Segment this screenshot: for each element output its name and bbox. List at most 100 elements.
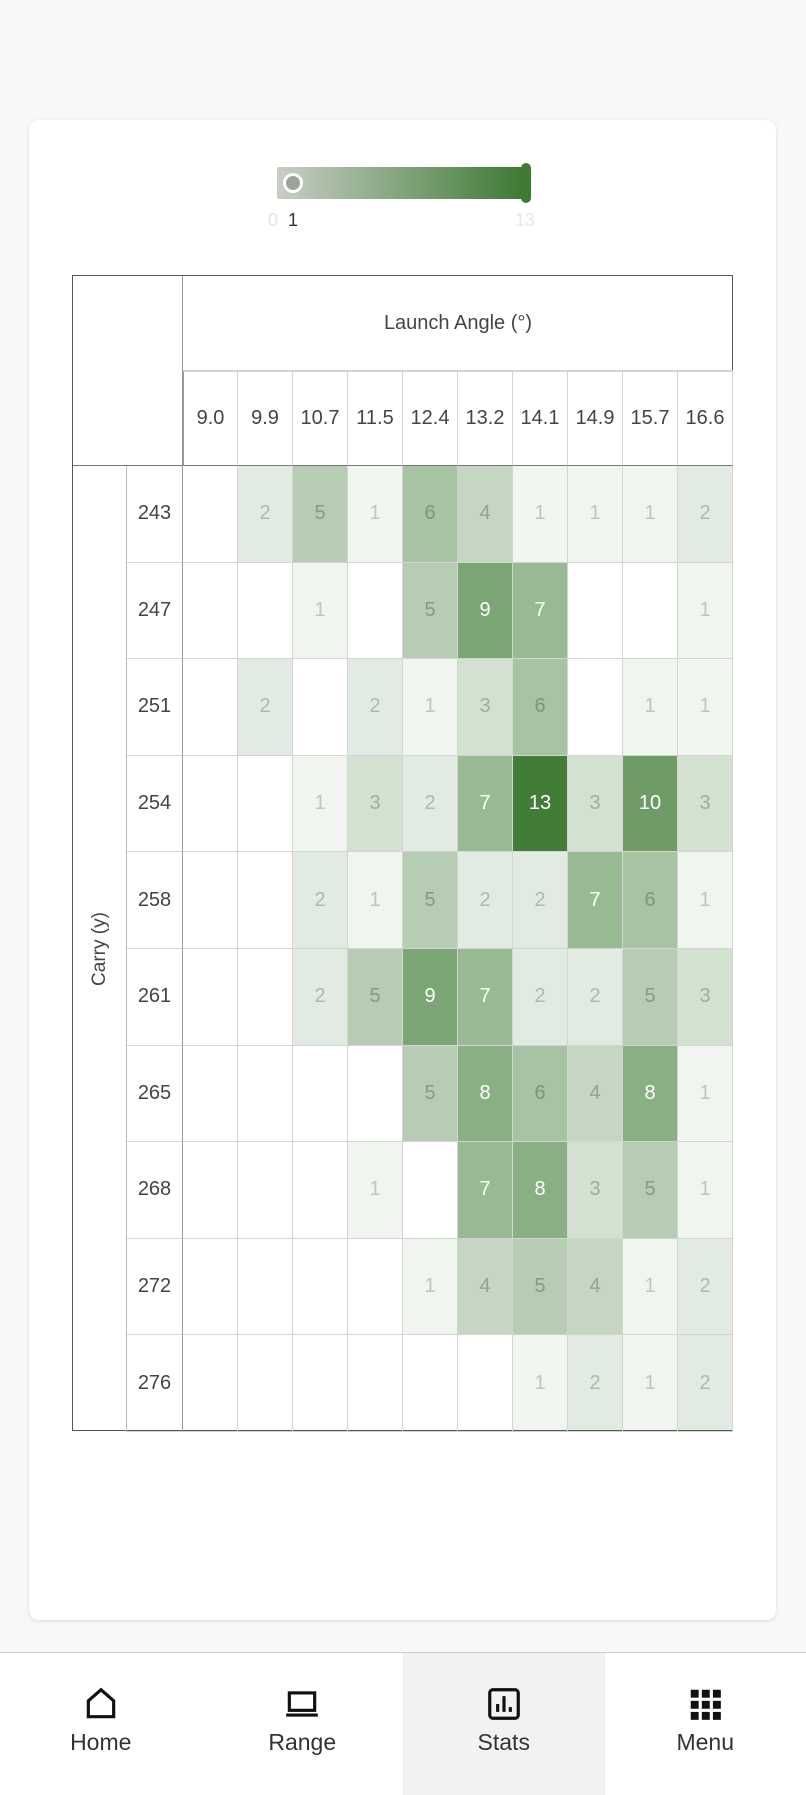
heatmap-cell[interactable]: 1 bbox=[348, 852, 403, 949]
heatmap-cell[interactable]: 6 bbox=[623, 852, 678, 949]
heatmap-cell[interactable] bbox=[293, 1335, 348, 1432]
heatmap-cell[interactable]: 2 bbox=[568, 949, 623, 1046]
heatmap-cell[interactable]: 1 bbox=[623, 1238, 678, 1336]
heatmap-cell[interactable]: 1 bbox=[403, 1238, 458, 1336]
heatmap-cell[interactable]: 5 bbox=[513, 1238, 568, 1336]
heatmap-cell[interactable]: 2 bbox=[403, 755, 458, 853]
heatmap-cell[interactable] bbox=[238, 1142, 293, 1239]
heatmap-cell[interactable]: 3 bbox=[678, 949, 733, 1046]
heatmap-cell[interactable]: 2 bbox=[678, 466, 733, 563]
heatmap-cell[interactable]: 2 bbox=[458, 852, 513, 949]
heatmap-cell[interactable]: 1 bbox=[293, 562, 348, 660]
heatmap-cell[interactable]: 2 bbox=[293, 852, 348, 949]
slider-max-handle[interactable] bbox=[521, 163, 531, 203]
heatmap-cell[interactable]: 2 bbox=[293, 949, 348, 1046]
heatmap-cell[interactable] bbox=[458, 1335, 513, 1432]
heatmap-cell[interactable] bbox=[238, 1238, 293, 1336]
heatmap-cell[interactable]: 1 bbox=[348, 466, 403, 563]
heatmap-cell[interactable]: 2 bbox=[513, 852, 568, 949]
heatmap-cell[interactable]: 5 bbox=[623, 1142, 678, 1239]
heatmap-cell[interactable]: 2 bbox=[238, 659, 293, 756]
heatmap-cell[interactable]: 1 bbox=[623, 1335, 678, 1432]
range-slider[interactable] bbox=[277, 163, 531, 203]
nav-stats[interactable]: Stats bbox=[403, 1653, 605, 1795]
nav-home[interactable]: Home bbox=[0, 1653, 202, 1795]
heatmap-cell[interactable]: 1 bbox=[568, 466, 623, 563]
heatmap-cell[interactable] bbox=[238, 852, 293, 949]
heatmap-cell[interactable]: 5 bbox=[348, 949, 403, 1046]
heatmap-cell[interactable] bbox=[238, 562, 293, 660]
heatmap-cell[interactable]: 5 bbox=[403, 562, 458, 660]
heatmap-cell[interactable]: 1 bbox=[678, 1045, 733, 1143]
heatmap-cell[interactable] bbox=[293, 659, 348, 756]
heatmap-cell[interactable] bbox=[183, 1142, 238, 1239]
heatmap-cell[interactable]: 3 bbox=[348, 755, 403, 853]
slider-min-thumb[interactable] bbox=[283, 173, 303, 193]
heatmap-cell[interactable]: 8 bbox=[623, 1045, 678, 1143]
heatmap-cell[interactable] bbox=[183, 1238, 238, 1336]
heatmap-cell[interactable] bbox=[293, 1238, 348, 1336]
heatmap-cell[interactable] bbox=[183, 1045, 238, 1143]
nav-menu[interactable]: Menu bbox=[605, 1653, 806, 1795]
heatmap-cell[interactable] bbox=[403, 1335, 458, 1432]
heatmap-cell[interactable]: 5 bbox=[293, 466, 348, 563]
heatmap-cell[interactable] bbox=[183, 755, 238, 853]
heatmap-cell[interactable]: 1 bbox=[513, 466, 568, 563]
heatmap-cell[interactable]: 6 bbox=[403, 466, 458, 563]
heatmap-cell[interactable]: 4 bbox=[568, 1238, 623, 1336]
heatmap-cell[interactable]: 3 bbox=[568, 755, 623, 853]
heatmap-cell[interactable]: 1 bbox=[348, 1142, 403, 1239]
heatmap-cell[interactable]: 7 bbox=[513, 562, 568, 660]
heatmap-cell[interactable]: 10 bbox=[623, 755, 678, 853]
heatmap-cell[interactable]: 2 bbox=[678, 1238, 733, 1336]
heatmap-cell[interactable]: 4 bbox=[458, 466, 513, 563]
heatmap-cell[interactable]: 2 bbox=[678, 1335, 733, 1432]
heatmap-cell[interactable]: 2 bbox=[513, 949, 568, 1046]
heatmap-cell[interactable]: 1 bbox=[513, 1335, 568, 1432]
heatmap-cell[interactable] bbox=[568, 562, 623, 660]
heatmap-cell[interactable]: 9 bbox=[403, 949, 458, 1046]
heatmap-cell[interactable] bbox=[348, 1238, 403, 1336]
heatmap-cell[interactable]: 7 bbox=[568, 852, 623, 949]
heatmap-cell[interactable] bbox=[183, 562, 238, 660]
heatmap-cell[interactable]: 2 bbox=[238, 466, 293, 563]
heatmap-cell[interactable] bbox=[183, 466, 238, 563]
heatmap-cell[interactable]: 6 bbox=[513, 659, 568, 756]
nav-range[interactable]: Range bbox=[202, 1653, 404, 1795]
heatmap-cell[interactable]: 6 bbox=[513, 1045, 568, 1143]
heatmap-cell[interactable] bbox=[403, 1142, 458, 1239]
heatmap-cell[interactable]: 1 bbox=[678, 562, 733, 660]
heatmap-cell[interactable]: 1 bbox=[403, 659, 458, 756]
heatmap-cell[interactable] bbox=[238, 755, 293, 853]
heatmap-cell[interactable]: 3 bbox=[458, 659, 513, 756]
heatmap-cell[interactable] bbox=[348, 1045, 403, 1143]
heatmap-cell[interactable]: 3 bbox=[568, 1142, 623, 1239]
heatmap-cell[interactable] bbox=[183, 852, 238, 949]
heatmap-cell[interactable] bbox=[238, 1335, 293, 1432]
heatmap-cell[interactable] bbox=[183, 949, 238, 1046]
heatmap-cell[interactable]: 5 bbox=[403, 852, 458, 949]
heatmap-cell[interactable]: 1 bbox=[678, 1142, 733, 1239]
heatmap-cell[interactable]: 7 bbox=[458, 1142, 513, 1239]
heatmap-cell[interactable]: 3 bbox=[678, 755, 733, 853]
heatmap-cell[interactable] bbox=[348, 1335, 403, 1432]
heatmap-cell[interactable] bbox=[183, 1335, 238, 1432]
heatmap-cell[interactable]: 13 bbox=[513, 755, 568, 853]
heatmap-cell[interactable]: 5 bbox=[403, 1045, 458, 1143]
heatmap-cell[interactable]: 1 bbox=[678, 852, 733, 949]
heatmap-cell[interactable] bbox=[348, 562, 403, 660]
heatmap-cell[interactable]: 2 bbox=[348, 659, 403, 756]
heatmap-cell[interactable]: 8 bbox=[513, 1142, 568, 1239]
slider-track[interactable] bbox=[277, 167, 523, 199]
heatmap-cell[interactable]: 7 bbox=[458, 949, 513, 1046]
heatmap-cell[interactable] bbox=[293, 1045, 348, 1143]
heatmap-cell[interactable]: 7 bbox=[458, 755, 513, 853]
heatmap-cell[interactable]: 9 bbox=[458, 562, 513, 660]
heatmap-cell[interactable] bbox=[238, 1045, 293, 1143]
heatmap-cell[interactable] bbox=[238, 949, 293, 1046]
heatmap-cell[interactable]: 5 bbox=[623, 949, 678, 1046]
heatmap-cell[interactable] bbox=[293, 1142, 348, 1239]
heatmap-cell[interactable] bbox=[568, 659, 623, 756]
heatmap-cell[interactable]: 8 bbox=[458, 1045, 513, 1143]
heatmap-cell[interactable]: 1 bbox=[293, 755, 348, 853]
